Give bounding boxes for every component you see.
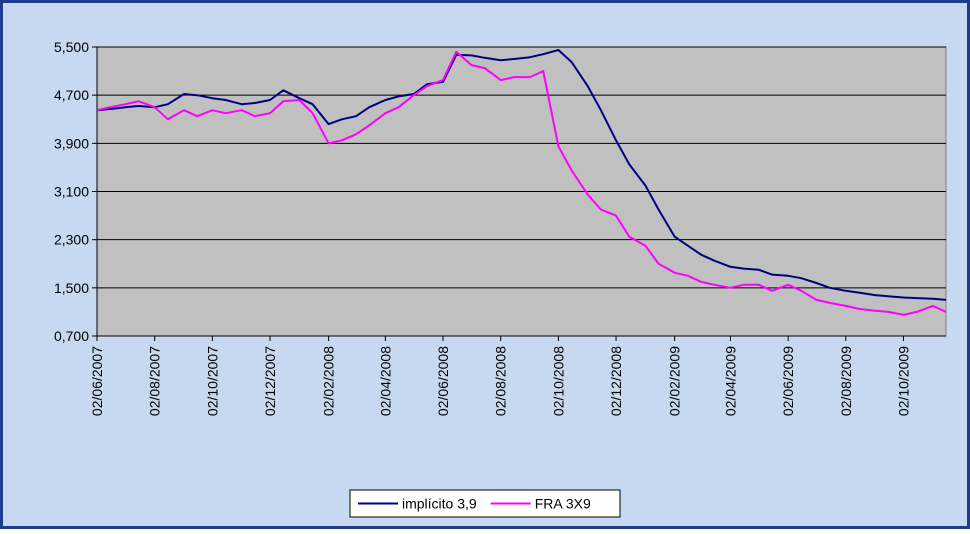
- y-tick-label: 3,100: [54, 184, 89, 200]
- legend-label: implícito 3,9: [402, 496, 477, 512]
- x-tick-label: 02/06/2007: [89, 346, 105, 416]
- x-tick-label: 02/02/2009: [667, 346, 683, 416]
- y-tick-label: 3,900: [54, 135, 89, 151]
- x-tick-label: 02/06/2008: [435, 346, 451, 416]
- x-tick-label: 02/08/2008: [493, 346, 509, 416]
- x-tick-label: 02/10/2009: [895, 346, 911, 416]
- y-tick-label: 0,700: [54, 328, 89, 344]
- x-tick-label: 02/06/2009: [780, 346, 796, 416]
- x-tick-label: 02/04/2008: [377, 346, 393, 416]
- x-tick-label: 02/12/2007: [262, 346, 278, 416]
- y-tick-label: 2,300: [54, 232, 89, 248]
- y-tick-label: 4,700: [54, 87, 89, 103]
- x-tick-label: 02/10/2008: [550, 346, 566, 416]
- x-tick-label: 02/02/2008: [321, 346, 337, 416]
- line-series: [96, 49, 947, 301]
- x-tick-label: 02/12/2008: [608, 346, 624, 416]
- legend: implícito 3,9 FRA 3X9: [349, 489, 621, 518]
- legend-label: FRA 3X9: [535, 496, 591, 512]
- x-tick-label: 02/08/2009: [838, 346, 854, 416]
- x-tick-label: 02/10/2007: [204, 346, 220, 416]
- y-tick-label: 1,500: [54, 280, 89, 296]
- y-tick-label: 5,500: [54, 39, 89, 55]
- line-series: [96, 50, 947, 316]
- x-tick-label: 02/08/2007: [147, 346, 163, 416]
- x-tick-label: 02/04/2009: [722, 346, 738, 416]
